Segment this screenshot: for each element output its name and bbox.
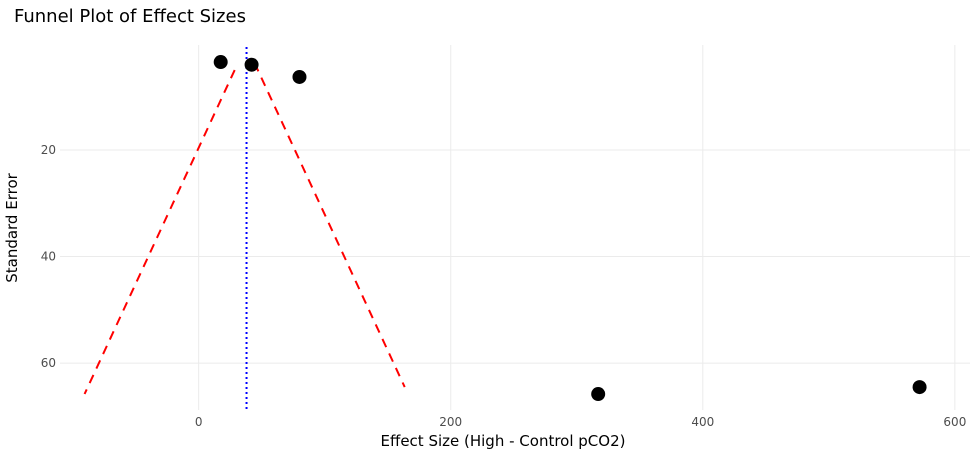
reference-lines [83,47,406,410]
y-tick-label: 20 [41,143,56,157]
y-axis-ticks: 20 40 60 [41,143,56,370]
funnel-line-lower [83,69,236,395]
chart-title: Funnel Plot of Effect Sizes [14,6,246,27]
y-tick-label: 40 [41,250,56,264]
y-axis-label: Standard Error [3,172,21,282]
data-point [912,380,927,395]
funnel-line-upper [253,62,406,388]
data-point [591,387,606,402]
x-axis-ticks: 0 200 400 600 [195,415,967,429]
data-point [292,69,307,84]
x-axis-label: Effect Size (High - Control pCO2) [381,432,626,450]
data-points [213,55,927,402]
gridlines [60,45,970,410]
x-tick-label: 0 [195,415,203,429]
x-tick-label: 400 [691,415,714,429]
x-tick-label: 600 [943,415,966,429]
y-tick-label: 60 [41,356,56,370]
x-tick-label: 200 [439,415,462,429]
data-point [244,57,259,72]
data-point [213,55,228,70]
